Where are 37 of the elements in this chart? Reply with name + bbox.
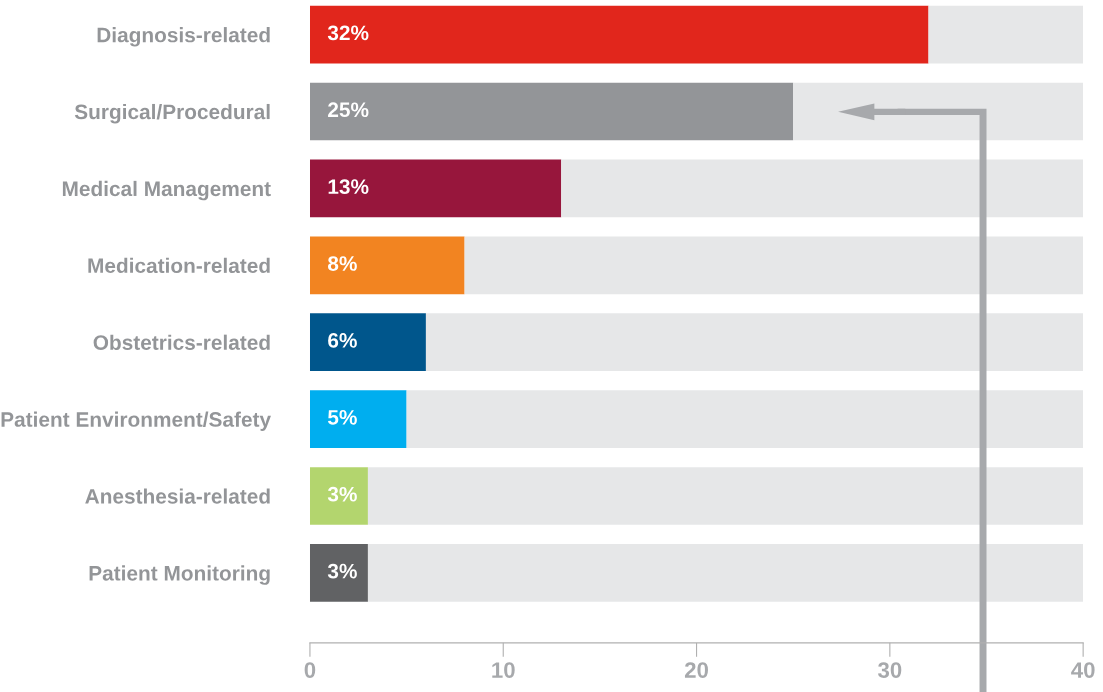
bar	[406, 390, 1084, 448]
bar	[309, 467, 368, 525]
bar	[309, 82, 794, 141]
bar	[309, 5, 929, 64]
bar	[367, 467, 1084, 525]
data-label: 6%	[328, 333, 357, 348]
data-label: 8%	[328, 256, 357, 271]
data-label: 13%	[328, 179, 369, 195]
y-tick-label: Obstetrics-related	[93, 334, 270, 350]
x-tick-label: 20	[684, 662, 708, 678]
data-label: 5%	[327, 409, 357, 425]
x-tick-label: 30	[878, 662, 902, 678]
bar	[464, 236, 1084, 295]
bar	[928, 5, 1084, 64]
x-tick-label: 0	[304, 662, 316, 678]
data-label: 25%	[328, 102, 369, 118]
y-tick-label: Diagnosis-related	[97, 27, 270, 47]
bar	[309, 236, 465, 295]
y-tick-label: Patient Monitoring	[89, 565, 270, 585]
y-tick-label: Medication-related	[88, 257, 270, 274]
y-tick-label: Patient Environment/Safety	[1, 411, 271, 431]
data-label: 3%	[327, 563, 357, 579]
y-tick-label: Anesthesia-related	[85, 488, 270, 504]
bar	[309, 390, 407, 448]
bar	[367, 544, 1084, 602]
bar	[425, 313, 1084, 372]
x-tick-label: 40	[1071, 662, 1095, 678]
y-tick-label: Surgical/Procedural	[74, 103, 270, 124]
bar	[309, 544, 368, 602]
x-tick-label: 10	[492, 662, 515, 678]
data-label: 3%	[327, 486, 357, 502]
bar	[793, 82, 1084, 141]
bar	[309, 313, 426, 372]
bar	[309, 159, 562, 218]
data-label: 32%	[327, 25, 369, 41]
bar	[561, 159, 1084, 218]
y-tick-label: Medical Management	[62, 180, 271, 201]
